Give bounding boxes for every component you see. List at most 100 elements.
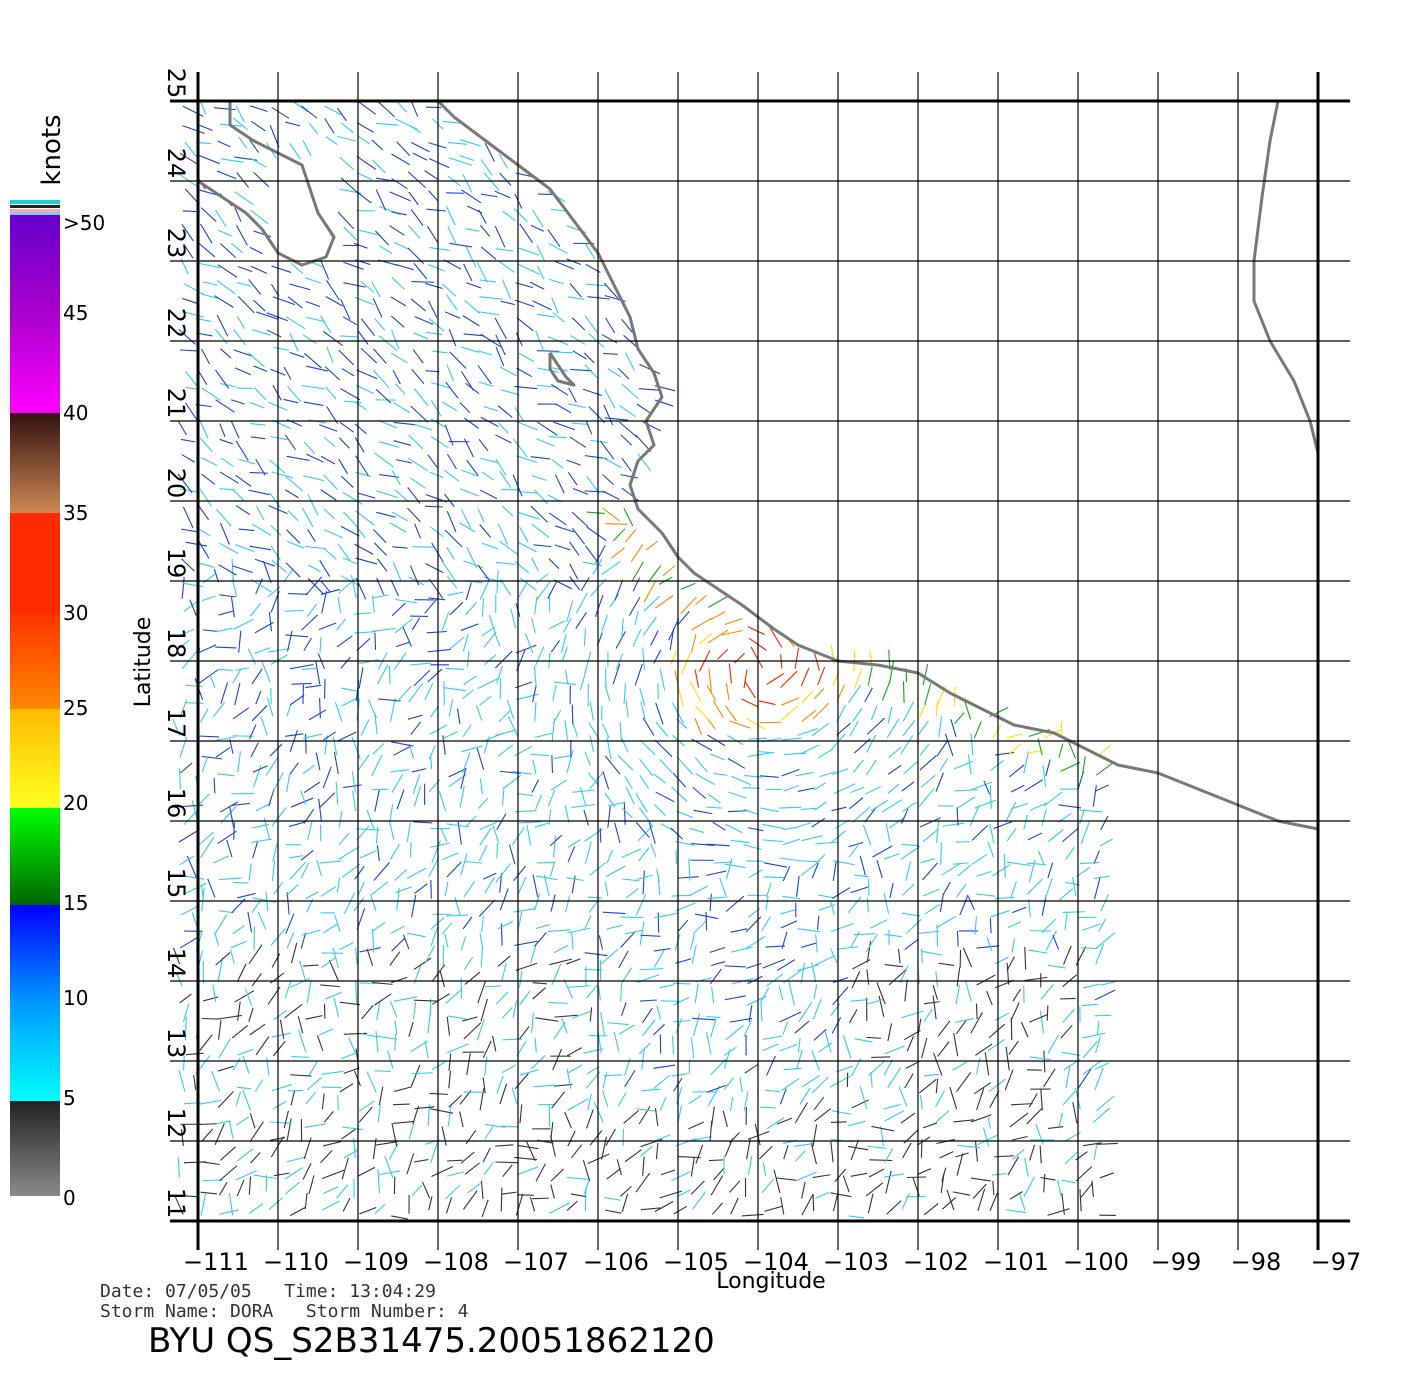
wind-vector <box>1096 932 1116 949</box>
wind-vector <box>389 1001 398 1018</box>
wind-vector <box>218 1020 222 1040</box>
wind-vector <box>476 748 485 770</box>
wind-vector <box>413 388 428 406</box>
wind-vector <box>249 602 261 617</box>
wind-vector <box>638 1042 651 1055</box>
wind-vector <box>442 735 446 755</box>
wind-vector <box>268 1197 284 1211</box>
wind-vector <box>253 171 270 188</box>
wind-vector <box>321 957 337 968</box>
wind-vector <box>510 608 517 629</box>
wind-vector <box>600 1011 606 1036</box>
wind-vector <box>1096 1095 1115 1112</box>
wind-vector <box>783 752 807 755</box>
wind-vector <box>946 1189 955 1210</box>
wind-vector <box>428 300 438 318</box>
wind-vector <box>508 844 516 865</box>
wind-vector <box>990 759 1004 771</box>
wind-vector <box>987 1038 1006 1052</box>
wind-vector <box>374 230 390 246</box>
wind-vector <box>407 225 421 239</box>
wind-vector <box>620 474 638 479</box>
wind-vector <box>252 841 258 859</box>
wind-vector <box>1040 1089 1043 1111</box>
wind-vector <box>584 828 604 842</box>
wind-vector <box>815 934 818 953</box>
wind-vector <box>378 335 398 352</box>
wind-vector <box>479 827 493 846</box>
wind-vector <box>376 511 396 518</box>
wind-vector <box>762 823 785 830</box>
wind-vector <box>371 139 384 151</box>
wind-vector <box>432 350 448 354</box>
wind-vector <box>549 1202 570 1214</box>
wind-vector <box>372 921 386 932</box>
wind-vector <box>580 787 587 806</box>
wind-vector <box>428 318 445 332</box>
wind-vector <box>852 708 863 722</box>
wind-vector <box>485 1123 506 1129</box>
wind-vector <box>307 529 316 542</box>
wind-vector <box>721 629 743 636</box>
wind-vector <box>534 932 547 947</box>
wind-vector <box>446 861 462 878</box>
wind-vector <box>796 860 820 863</box>
wind-vector <box>337 211 355 230</box>
wind-vector <box>235 105 245 123</box>
wind-vector <box>304 1123 327 1128</box>
wind-vector <box>518 512 540 520</box>
wind-vector <box>479 224 491 237</box>
wind-vector <box>320 580 331 593</box>
wind-vector <box>728 663 732 684</box>
wind-vector <box>866 969 870 985</box>
wind-vector <box>641 1019 656 1037</box>
wind-vector <box>671 1036 675 1055</box>
wind-vector <box>393 421 417 426</box>
wind-vector <box>795 771 814 777</box>
wind-vector <box>801 690 814 704</box>
wind-vector <box>201 387 221 401</box>
wind-vector <box>976 945 1000 949</box>
wind-vector <box>323 1141 342 1147</box>
wind-vector <box>962 947 973 968</box>
wind-vector <box>216 279 236 295</box>
latitude-tick-label: 14 <box>162 948 190 979</box>
wind-vector <box>794 1102 808 1124</box>
wind-vector <box>302 475 325 482</box>
wind-vector <box>656 1005 661 1020</box>
wind-vector <box>318 792 336 809</box>
wind-vector <box>519 990 531 1006</box>
wind-vector <box>681 652 691 675</box>
wind-vector <box>286 773 291 793</box>
wind-vector <box>271 265 292 273</box>
wind-vector <box>1009 1191 1023 1200</box>
wind-vector <box>390 769 409 773</box>
wind-vector <box>466 651 470 668</box>
wind-vector <box>466 547 478 569</box>
wind-vector <box>571 527 586 545</box>
wind-vector <box>836 946 859 950</box>
wind-vector <box>537 421 558 436</box>
wind-vector <box>923 1001 940 1005</box>
wind-vector <box>904 979 908 1002</box>
wind-vector <box>250 105 268 113</box>
longitude-tick-label: −101 <box>983 1248 1049 1276</box>
wind-vector <box>688 1121 705 1130</box>
wind-vector <box>303 401 324 406</box>
wind-vector <box>289 283 311 291</box>
wind-vector <box>853 933 876 936</box>
wind-vector <box>1094 989 1116 1001</box>
wind-vector <box>306 980 312 1003</box>
wind-vector <box>375 1030 379 1052</box>
wind-vector <box>989 1192 999 1211</box>
wind-vector <box>287 593 308 595</box>
wind-vector <box>519 1104 523 1124</box>
wind-vector <box>671 1073 688 1077</box>
wind-vector <box>441 922 453 935</box>
wind-vector <box>320 885 337 897</box>
wind-vector <box>671 786 688 802</box>
wind-vector <box>414 883 428 894</box>
longitude-tick-labels: −111 −110 −109 −108 −107 −106 −105 −104 −103 −102… <box>183 1248 1361 1276</box>
